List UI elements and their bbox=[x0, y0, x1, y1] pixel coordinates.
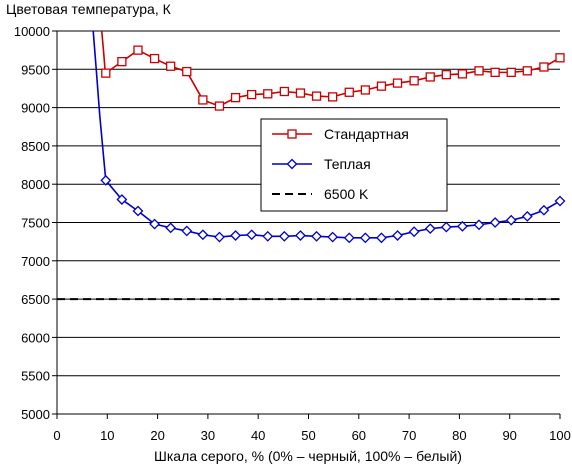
x-tick-label-100: 100 bbox=[549, 428, 571, 443]
point-square-11 bbox=[279, 86, 290, 97]
x-tick-label-70: 70 bbox=[402, 428, 416, 443]
point-diamond-4 bbox=[165, 222, 177, 234]
y-axis-ticks: 5000 5500 6000 6500 7000 7500 8000 8500 9000 9500… bbox=[14, 24, 57, 422]
point-square-1 bbox=[117, 56, 127, 67]
point-diamond-legend-1 bbox=[286, 158, 298, 170]
legend: Стандартная Теплая 6500 K bbox=[260, 118, 448, 212]
point-square-18 bbox=[392, 78, 403, 88]
x-tick-label-90: 90 bbox=[502, 428, 516, 443]
point-diamond-3 bbox=[149, 218, 161, 230]
point-diamond-15 bbox=[343, 232, 355, 244]
point-diamond-8 bbox=[230, 230, 241, 241]
series-1 bbox=[92, 31, 566, 244]
y-axis-title: Цветовая температура, К bbox=[6, 1, 172, 17]
point-square-24 bbox=[490, 67, 500, 78]
series-0 bbox=[100, 31, 565, 111]
x-tick-label-20: 20 bbox=[150, 428, 164, 443]
point-diamond-27 bbox=[538, 204, 550, 216]
y-tick-label-9500: 9500 bbox=[21, 62, 50, 77]
point-square-8 bbox=[230, 92, 241, 103]
y-tick-label-10000: 10000 bbox=[14, 24, 50, 39]
point-square-14 bbox=[327, 92, 338, 102]
point-diamond-18 bbox=[392, 230, 403, 241]
point-diamond-24 bbox=[489, 217, 501, 228]
point-square-13 bbox=[311, 91, 322, 101]
point-square-28 bbox=[555, 53, 565, 63]
point-diamond-1 bbox=[116, 194, 128, 205]
y-tick-label-8000: 8000 bbox=[21, 177, 50, 192]
point-square-7 bbox=[214, 101, 225, 111]
point-diamond-21 bbox=[440, 221, 452, 233]
point-square-21 bbox=[441, 70, 451, 80]
point-square-10 bbox=[263, 89, 273, 99]
point-diamond-12 bbox=[295, 230, 306, 241]
x-tick-label-0: 0 bbox=[53, 428, 60, 443]
point-square-20 bbox=[425, 72, 435, 82]
legend-label-0: Стандартная bbox=[324, 126, 409, 142]
point-square-6 bbox=[198, 95, 208, 105]
point-square-9 bbox=[247, 89, 257, 100]
point-square-16 bbox=[360, 85, 370, 95]
x-tick-label-40: 40 bbox=[251, 428, 265, 443]
point-diamond-5 bbox=[181, 225, 193, 237]
x-tick-label-60: 60 bbox=[352, 428, 366, 443]
point-square-legend-0 bbox=[287, 129, 297, 139]
x-tick-label-50: 50 bbox=[301, 428, 315, 443]
point-diamond-7 bbox=[214, 231, 225, 243]
point-square-22 bbox=[457, 69, 468, 79]
point-diamond-17 bbox=[376, 232, 387, 244]
x-tick-label-10: 10 bbox=[100, 428, 114, 443]
point-diamond-9 bbox=[246, 229, 258, 241]
point-square-2 bbox=[133, 45, 143, 55]
x-axis-title: Шкала серого, % (0% – черный, 100% – бел… bbox=[154, 448, 462, 464]
point-square-27 bbox=[539, 62, 549, 72]
point-diamond-22 bbox=[456, 220, 468, 232]
point-diamond-25 bbox=[505, 214, 517, 226]
point-diamond-13 bbox=[311, 230, 322, 242]
point-diamond-11 bbox=[278, 230, 290, 242]
y-tick-label-5500: 5500 bbox=[21, 369, 50, 384]
point-square-3 bbox=[149, 53, 160, 64]
point-diamond-19 bbox=[408, 226, 420, 238]
point-diamond-6 bbox=[197, 229, 209, 241]
legend-label-1: Теплая bbox=[324, 156, 371, 172]
point-square-12 bbox=[295, 88, 306, 98]
point-square-23 bbox=[474, 66, 484, 76]
point-diamond-2 bbox=[132, 205, 144, 217]
point-square-26 bbox=[522, 66, 532, 76]
point-square-4 bbox=[166, 61, 176, 71]
x-tick-label-80: 80 bbox=[452, 428, 466, 443]
point-square-15 bbox=[344, 87, 354, 97]
series-group bbox=[57, 31, 566, 301]
point-diamond-20 bbox=[424, 223, 436, 235]
point-square-19 bbox=[409, 76, 419, 86]
y-tick-label-8500: 8500 bbox=[21, 139, 50, 154]
point-diamond-14 bbox=[327, 231, 339, 243]
x-tick-label-30: 30 bbox=[201, 428, 215, 443]
point-diamond-10 bbox=[262, 230, 274, 242]
point-square-17 bbox=[376, 81, 387, 91]
point-square-0 bbox=[101, 68, 111, 78]
y-tick-label-6500: 6500 bbox=[21, 292, 50, 307]
y-tick-label-5000: 5000 bbox=[21, 407, 50, 422]
point-square-5 bbox=[182, 66, 192, 77]
point-diamond-0 bbox=[100, 174, 112, 186]
y-tick-label-7500: 7500 bbox=[21, 216, 50, 231]
y-tick-label-9000: 9000 bbox=[21, 101, 50, 116]
point-diamond-16 bbox=[359, 232, 371, 244]
point-diamond-23 bbox=[473, 219, 485, 231]
point-square-25 bbox=[506, 67, 516, 78]
y-tick-label-7000: 7000 bbox=[21, 254, 50, 269]
point-diamond-26 bbox=[521, 210, 533, 222]
x-axis-ticks: 0 10 20 30 40 50 60 70 80 90 100 bbox=[53, 414, 571, 443]
y-tick-label-6000: 6000 bbox=[21, 330, 50, 345]
legend-label-2: 6500 K bbox=[324, 186, 369, 202]
point-diamond-28 bbox=[554, 195, 566, 207]
